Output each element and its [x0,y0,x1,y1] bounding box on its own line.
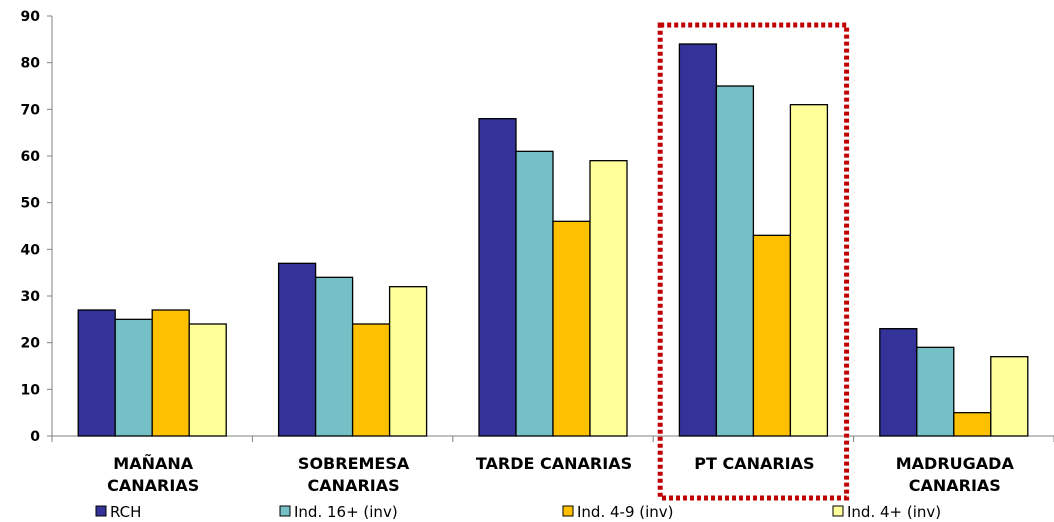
category-label: CANARIAS [107,476,199,495]
y-tick-label: 70 [21,102,41,118]
legend-swatch [832,505,844,517]
bar-ind-4-inv-4 [990,356,1029,437]
bar-ind-4-9-inv-4 [953,412,992,437]
category-label: MADRUGADA [896,454,1015,473]
bar-ind-16-inv-1 [314,276,354,437]
y-tick-label: 80 [21,56,41,72]
bar-ind-4-inv-1 [388,286,428,437]
bar-ind-4-inv-0 [188,323,227,437]
bar-ind-4-9-inv-0 [151,309,190,437]
bar-ind-4-inv-2 [589,160,628,437]
bar-ind-4-9-inv-2 [552,220,591,437]
legend-label: Ind. 16+ (inv) [294,503,398,521]
bar-ind-16-inv-0 [114,318,153,437]
bar-ind-4-inv-3 [789,104,829,437]
category-label: SOBREMESA [298,454,410,473]
highlight-box [657,22,850,501]
legend-swatch [95,505,107,517]
y-tick-label: 90 [21,9,41,25]
y-tick-label: 20 [21,336,41,352]
bar-rch-3 [678,43,718,437]
legend-label: Ind. 4-9 (inv) [577,503,674,521]
legend-swatch [562,505,574,517]
y-tick-label: 0 [30,429,40,445]
legend-label: Ind. 4+ (inv) [847,503,941,521]
bar-rch-1 [277,262,317,437]
y-tick-label: 30 [21,289,41,305]
bar-ind-16-inv-3 [715,85,755,437]
bar-rch-2 [478,118,517,437]
legend-swatch [279,505,291,517]
bar-rch-0 [77,309,116,437]
y-tick-label: 40 [21,242,41,258]
category-label: MAÑANA [113,454,193,473]
bar-rch-4 [879,328,918,437]
category-label: CANARIAS [909,476,1001,495]
bar-ind-4-9-inv-1 [351,323,391,437]
y-tick-label: 50 [21,196,41,212]
bar-ind-4-9-inv-3 [752,234,792,437]
category-label: PT CANARIAS [694,454,814,473]
category-label: CANARIAS [308,476,400,495]
bar-ind-16-inv-4 [916,346,955,437]
y-tick-label: 10 [21,382,41,398]
bar-ind-16-inv-2 [515,150,554,437]
legend-label: RCH [110,503,141,521]
category-label: TARDE CANARIAS [476,454,632,473]
y-tick-label: 60 [21,149,41,165]
